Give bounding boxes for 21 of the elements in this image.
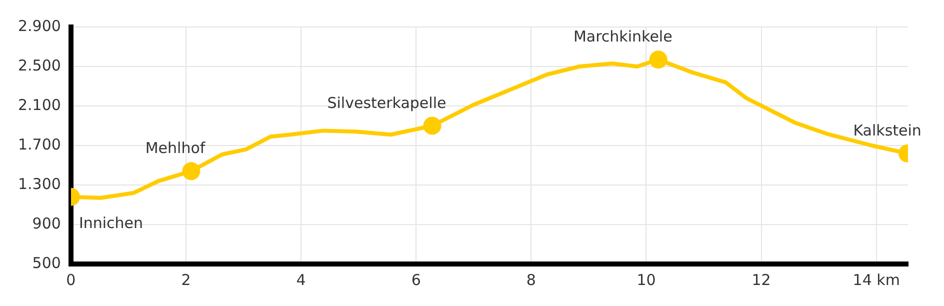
point xyxy=(423,116,442,135)
x-tick-label: 0 xyxy=(66,270,76,289)
x-tick-label: 2 xyxy=(181,270,191,289)
y-tick-label: 1.300 xyxy=(18,174,61,193)
x-tick-label: 4 xyxy=(296,270,306,289)
x-tick-label: 12 xyxy=(752,270,771,289)
y-tick-label: 900 xyxy=(32,214,61,232)
y-tick-label: 1.700 xyxy=(18,135,61,154)
annotation: Innichen xyxy=(78,214,144,232)
x-tick-label: 8 xyxy=(526,270,536,289)
annotation: Marchkinkele xyxy=(573,28,672,46)
y-tick-label: 2.900 xyxy=(18,16,61,35)
y-tick-label: 500 xyxy=(32,254,61,272)
y-tick-label: 2.500 xyxy=(18,56,61,74)
x-tick-label: 6 xyxy=(411,270,421,289)
annotation: Silvesterkapelle xyxy=(327,94,446,112)
x-tick-label: 14 km xyxy=(852,270,900,289)
y-tick-label: 2.100 xyxy=(18,96,61,114)
annotation: Kalkstein xyxy=(853,121,922,140)
x-tick-label: 10 xyxy=(636,270,656,289)
annotation: Mehlhof xyxy=(145,139,206,158)
